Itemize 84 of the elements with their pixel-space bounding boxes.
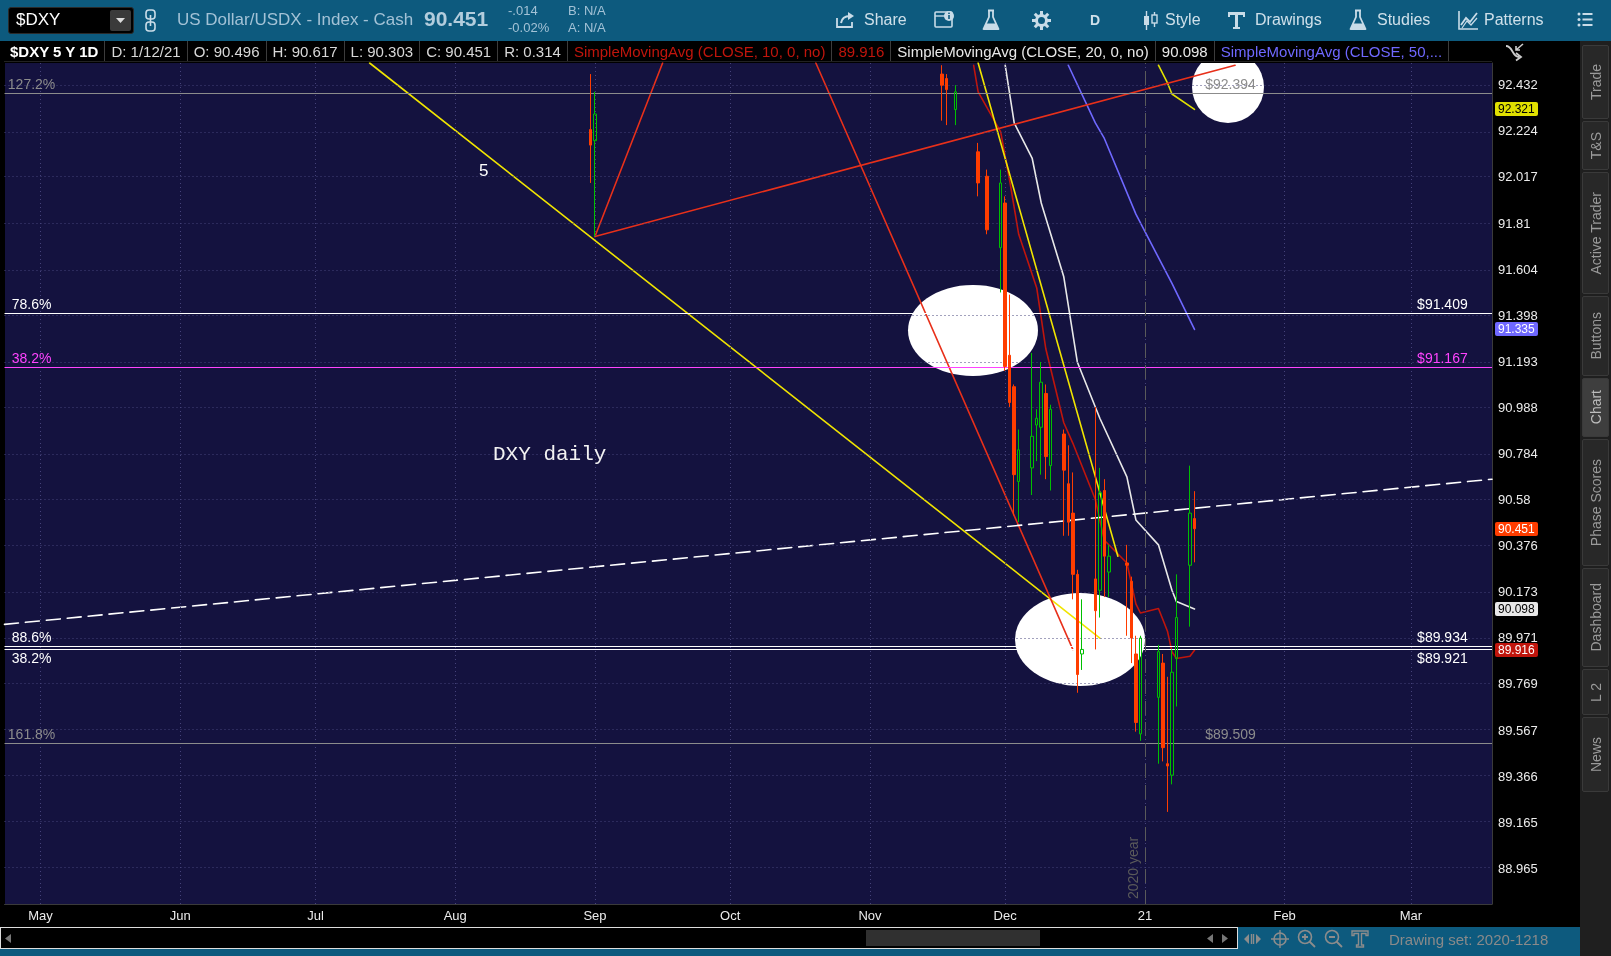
- text: Style: [1165, 11, 1201, 30]
- text: C: 90.451: [420, 41, 499, 61]
- y-tick-label: 89.567: [1498, 722, 1538, 738]
- chart-title: $DXY 5 Y 1D: [4, 41, 106, 61]
- tab-button: Chart: [1582, 378, 1609, 437]
- text: Patterns: [1484, 11, 1544, 30]
- y-tick-label: 89.366: [1498, 768, 1538, 784]
- ref-line-label: 2020 year: [1124, 836, 1141, 899]
- text: Studies: [1377, 11, 1431, 30]
- tab-button: Buttons: [1582, 296, 1609, 376]
- annotation: $89.509: [1205, 726, 1257, 743]
- y-tick-label: 90.173: [1498, 584, 1538, 600]
- annotation: 5: [479, 161, 489, 181]
- text: H: 90.617: [266, 41, 345, 61]
- series-label: SimpleMovingAvg (CLOSE, 20, 0, no): [891, 41, 1156, 61]
- y-tick-label: 89.165: [1498, 814, 1538, 830]
- y-tick-label: 92.224: [1498, 123, 1538, 139]
- tab-button: News: [1582, 717, 1609, 792]
- text: SimpleMovingAvg (CLOSE, 10, 0, no): [567, 41, 833, 61]
- y-tick-label: 91.398: [1498, 307, 1538, 323]
- y-tick-label: 90.988: [1498, 399, 1538, 415]
- y-tick-label: 90.58: [1498, 492, 1531, 508]
- text: A: N/A: [568, 20, 606, 36]
- y-tick-label: 92.017: [1498, 169, 1538, 185]
- text: $DXY: [16, 10, 61, 30]
- y-tick-label: 91.81: [1498, 215, 1531, 231]
- x-tick-label: Dec: [993, 908, 1018, 923]
- x-tick-label: Oct: [720, 908, 741, 923]
- x-tick-label: Nov: [858, 908, 883, 923]
- annotation: 78.6%: [11, 295, 52, 312]
- tab-button: Phase Scores: [1582, 439, 1609, 566]
- annotation: 91.335: [1495, 322, 1538, 337]
- annotation: $89.921: [1417, 650, 1468, 667]
- text: 90.098: [1155, 41, 1215, 61]
- text: L: 90.303: [344, 41, 421, 61]
- text: B: N/A: [568, 3, 606, 19]
- text: US Dollar/USDX - Index - Cash: [177, 10, 414, 30]
- tab-button: Dashboard: [1582, 568, 1609, 667]
- x-tick-label: Jun: [169, 908, 191, 923]
- y-tick-label: 91.193: [1498, 353, 1538, 369]
- annotation: 88.6%: [11, 629, 52, 646]
- x-tick-label: Sep: [583, 908, 607, 923]
- text: SimpleMovingAvg (CLOSE, 50,...: [1214, 41, 1450, 61]
- text: 90.451: [424, 7, 489, 32]
- text: D: 1/12/21: [105, 41, 188, 61]
- y-tick-label: 90.784: [1498, 445, 1538, 461]
- text: Drawings: [1255, 11, 1322, 30]
- annotation: 38.2%: [11, 350, 52, 367]
- y-tick-label: 89.971: [1498, 630, 1538, 646]
- annotation: 127.2%: [7, 76, 56, 93]
- x-tick-label: Aug: [443, 908, 467, 923]
- annotation: 38.2%: [11, 650, 52, 667]
- text: -0.02%: [508, 20, 550, 36]
- text: -.014: [508, 3, 538, 19]
- text: O: 90.496: [187, 41, 267, 61]
- tab-button: T&S: [1582, 121, 1609, 170]
- x-tick-label: May: [28, 908, 54, 923]
- x-tick-label: Feb: [1273, 908, 1296, 923]
- annotation: 161.8%: [7, 726, 56, 743]
- y-tick-label: 91.604: [1498, 261, 1538, 277]
- annotation: 89.916: [1495, 643, 1538, 658]
- tab-button: Active Trader: [1582, 172, 1609, 294]
- annotation: $91.167: [1417, 350, 1468, 367]
- y-tick-label: 89.769: [1498, 676, 1538, 692]
- x-tick-label: Jul: [307, 908, 324, 923]
- x-tick-label: 21: [1137, 908, 1153, 923]
- text: 89.916: [832, 41, 892, 61]
- annotation: 90.451: [1495, 521, 1538, 536]
- tab-button: L 2: [1582, 669, 1609, 715]
- annotation: $89.934: [1417, 629, 1468, 646]
- annotation: DXY daily: [493, 443, 607, 468]
- y-tick-label: 90.376: [1498, 538, 1538, 554]
- tab-button: Trade: [1582, 45, 1609, 119]
- text: R: 0.314: [498, 41, 568, 61]
- y-tick-label: 92.432: [1498, 77, 1538, 93]
- annotation: 92.321: [1495, 102, 1538, 117]
- x-tick-label: Mar: [1399, 908, 1423, 923]
- annotation: $92.394: [1205, 76, 1257, 93]
- y-tick-label: 88.965: [1498, 860, 1538, 876]
- text: Share: [864, 11, 907, 30]
- annotation: 90.098: [1495, 601, 1538, 616]
- text: D: [1090, 12, 1101, 29]
- annotation: $91.409: [1417, 295, 1468, 312]
- text: Drawing set: 2020-1218: [1389, 931, 1549, 949]
